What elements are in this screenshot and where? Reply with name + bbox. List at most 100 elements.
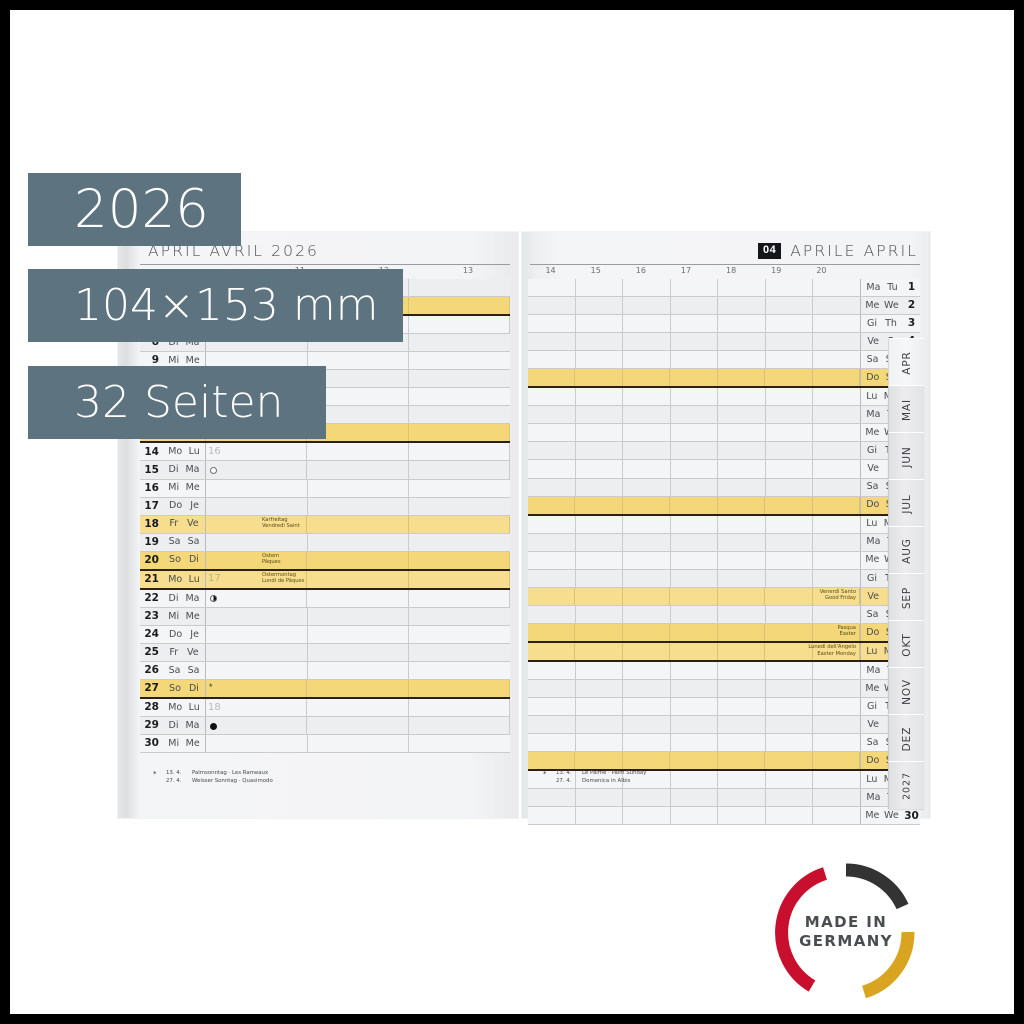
note-lane[interactable] (409, 498, 510, 515)
note-lane[interactable] (409, 443, 510, 461)
note-lane[interactable] (576, 680, 624, 698)
note-lane[interactable] (671, 680, 719, 698)
note-lane[interactable] (718, 496, 766, 514)
month-tab-jul[interactable]: JUL (888, 479, 924, 527)
note-lane[interactable] (671, 661, 719, 680)
note-lane[interactable] (813, 516, 860, 533)
note-lane[interactable] (575, 496, 623, 514)
calendar-row[interactable]: 23 Mi Me (140, 607, 510, 626)
note-lane[interactable] (718, 333, 766, 351)
note-lane[interactable] (623, 605, 671, 623)
note-lane[interactable] (671, 478, 719, 496)
note-lane[interactable] (307, 515, 409, 533)
note-lanes[interactable] (206, 533, 510, 551)
calendar-row[interactable]: GiTh10 (528, 442, 920, 461)
note-lane[interactable] (206, 352, 308, 370)
note-lane[interactable] (813, 623, 860, 641)
note-lanes[interactable] (528, 680, 860, 698)
note-lane[interactable] (718, 623, 766, 641)
note-lane[interactable] (206, 680, 308, 698)
note-lane[interactable] (671, 605, 719, 623)
note-lane[interactable] (206, 589, 308, 607)
note-lanes[interactable] (528, 496, 860, 514)
note-lane[interactable] (765, 587, 813, 605)
note-lane[interactable] (718, 661, 766, 680)
note-lane[interactable] (576, 279, 624, 297)
note-lane[interactable] (623, 807, 671, 825)
calendar-row[interactable]: 29 Di Ma (140, 717, 510, 736)
note-lane[interactable] (206, 661, 308, 680)
calendar-row[interactable]: 17 Do Je (140, 497, 510, 516)
note-lanes[interactable]: Ostern Pâques (206, 551, 510, 569)
note-lane[interactable] (671, 297, 719, 315)
note-lane[interactable] (813, 534, 860, 551)
note-lane[interactable] (718, 569, 766, 587)
note-lanes[interactable] (528, 442, 860, 460)
note-lanes[interactable] (528, 460, 860, 478)
note-lane[interactable] (623, 587, 671, 605)
calendar-row[interactable]: SaSa26 (528, 734, 920, 753)
note-lane[interactable] (718, 315, 766, 333)
note-lane[interactable] (623, 333, 671, 351)
note-lane[interactable] (409, 297, 510, 315)
note-lane[interactable] (718, 533, 766, 551)
note-lane[interactable] (409, 534, 510, 551)
calendar-row[interactable]: 26 Sa Sa (140, 661, 510, 681)
note-lane[interactable] (206, 625, 308, 643)
calendar-row[interactable]: MaTu22 (528, 661, 920, 681)
note-lane[interactable] (670, 587, 718, 605)
note-lane[interactable] (718, 515, 766, 533)
note-lane[interactable] (718, 369, 766, 387)
note-lanes[interactable] (206, 589, 510, 607)
note-lane[interactable] (623, 297, 671, 315)
calendar-row[interactable]: SaSa19 (528, 605, 920, 624)
note-lane[interactable] (409, 570, 510, 588)
note-lane[interactable] (718, 406, 766, 424)
note-lane[interactable] (409, 515, 510, 533)
note-lane[interactable] (765, 369, 813, 387)
note-lane[interactable] (206, 479, 308, 497)
note-lane[interactable] (766, 515, 814, 533)
note-lane[interactable] (718, 716, 766, 734)
note-lane[interactable] (623, 698, 671, 716)
note-lane[interactable] (528, 460, 576, 478)
calendar-row[interactable]: Gi Th 3 (528, 315, 920, 334)
note-lane[interactable] (308, 479, 410, 497)
note-lane[interactable] (528, 406, 576, 424)
note-lane[interactable] (813, 680, 860, 697)
note-lanes[interactable] (206, 607, 510, 625)
note-lane[interactable] (813, 716, 860, 733)
note-lane[interactable] (718, 351, 766, 369)
note-lane[interactable] (206, 461, 308, 479)
note-lane[interactable] (409, 699, 510, 717)
note-lane[interactable] (576, 297, 624, 315)
note-lanes[interactable] (206, 643, 510, 661)
calendar-row[interactable]: MaTu8 (528, 406, 920, 425)
note-lane[interactable] (528, 771, 576, 789)
note-lane[interactable] (623, 442, 671, 460)
note-lane[interactable] (576, 351, 624, 369)
calendar-row[interactable]: DoSu13 (528, 496, 920, 516)
calendar-row[interactable]: 24 Do Je (140, 625, 510, 644)
note-lane[interactable] (766, 424, 814, 442)
calendar-row[interactable]: LuMo7 (528, 388, 920, 407)
note-lane[interactable] (409, 717, 510, 735)
note-lane[interactable] (307, 680, 409, 698)
note-lane[interactable] (206, 515, 308, 533)
note-lane[interactable] (409, 644, 510, 661)
note-lane[interactable] (813, 369, 860, 387)
calendar-row[interactable]: 25 Fr Ve (140, 643, 510, 662)
note-lane[interactable] (575, 623, 623, 641)
note-lane[interactable] (528, 642, 576, 660)
calendar-row[interactable]: SaSa12 (528, 478, 920, 497)
note-lane[interactable] (576, 533, 624, 551)
note-lane[interactable] (766, 734, 814, 752)
note-lane[interactable] (576, 716, 624, 734)
note-lane[interactable] (528, 551, 576, 569)
note-lane[interactable] (813, 424, 860, 441)
note-lane[interactable] (409, 424, 510, 442)
note-lane[interactable] (765, 642, 813, 660)
note-lane[interactable] (576, 460, 624, 478)
note-lane[interactable] (766, 789, 814, 807)
